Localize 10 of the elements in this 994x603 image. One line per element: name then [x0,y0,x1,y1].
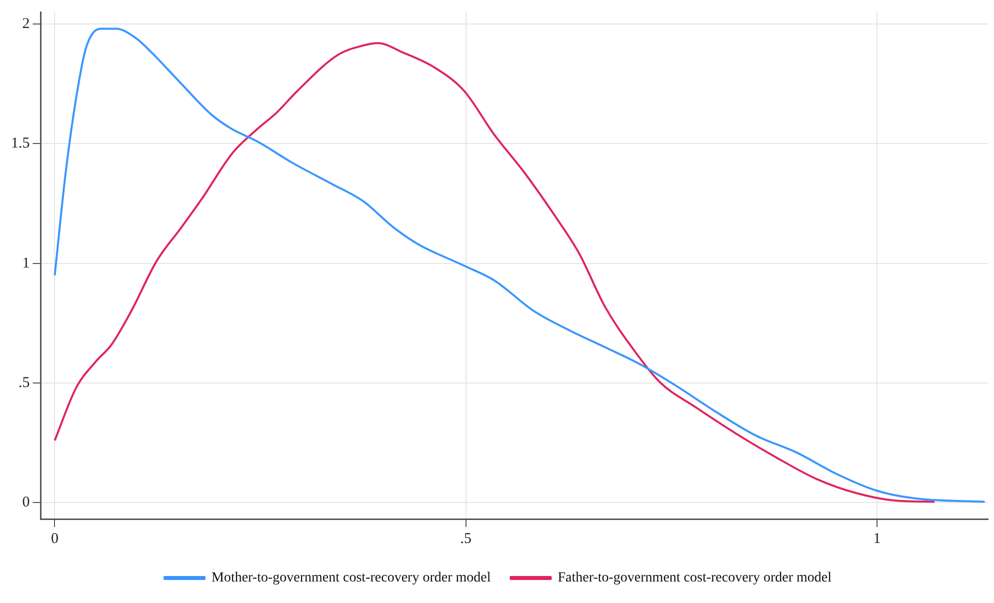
legend-label: Father-to-government cost-recovery order model [558,570,832,586]
y-tick-label: 1 [22,255,30,272]
x-tick-label: 1 [873,530,881,547]
y-tick-label: 0 [22,494,30,511]
y-tick-label: 1.5 [11,136,30,152]
x-tick-label: .5 [460,530,472,547]
legend-label: Mother-to-government cost-recovery order model [211,570,491,586]
y-tick-label: .5 [18,374,30,391]
x-tick-label: 0 [50,530,58,547]
y-tick-label: 2 [22,16,30,32]
